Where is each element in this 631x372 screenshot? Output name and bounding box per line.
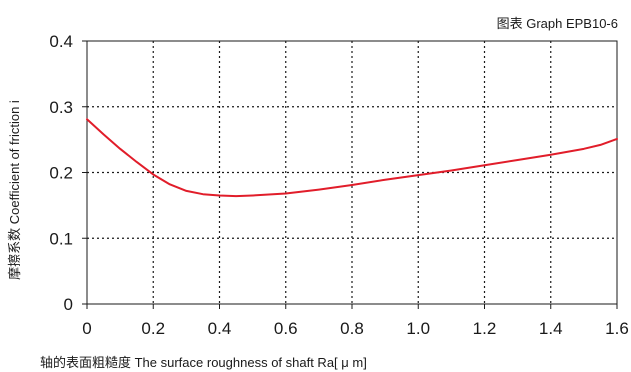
x-tick-label: 1.6	[605, 319, 629, 338]
x-tick-label: 1.4	[539, 319, 563, 338]
plot-frame	[86, 40, 618, 305]
x-tick-label: 1.0	[406, 319, 430, 338]
series-layer	[86, 118, 618, 198]
y-axis-label: 摩擦系数 Coefficient of friction i	[7, 100, 22, 280]
x-tick-label: 0.8	[340, 319, 364, 338]
axes	[82, 40, 618, 309]
x-tick-label: 0.4	[208, 319, 232, 338]
y-tick-label: 0.4	[49, 32, 73, 51]
x-tick-label: 0.6	[274, 319, 298, 338]
x-tick-label: 1.2	[473, 319, 497, 338]
x-tick-label: 0	[82, 319, 91, 338]
y-tick-label: 0.1	[49, 229, 73, 248]
chart-caption: 图表 Graph EPB10-6	[497, 16, 618, 31]
grid-lines	[87, 41, 617, 304]
y-tick-label: 0.2	[49, 164, 73, 183]
x-axis-label: 轴的表面粗糙度 The surface roughness of shaft R…	[40, 355, 367, 370]
x-tick-label: 0.2	[141, 319, 165, 338]
tick-labels: 0 0.2 0.4 0.6 0.8 1.0 1.2 1.4 1.6 0 0.1 0.2 0.3 0.4	[49, 32, 628, 338]
y-tick-label: 0	[64, 295, 73, 314]
friction-curve	[86, 118, 618, 198]
y-tick-label: 0.3	[49, 98, 73, 117]
